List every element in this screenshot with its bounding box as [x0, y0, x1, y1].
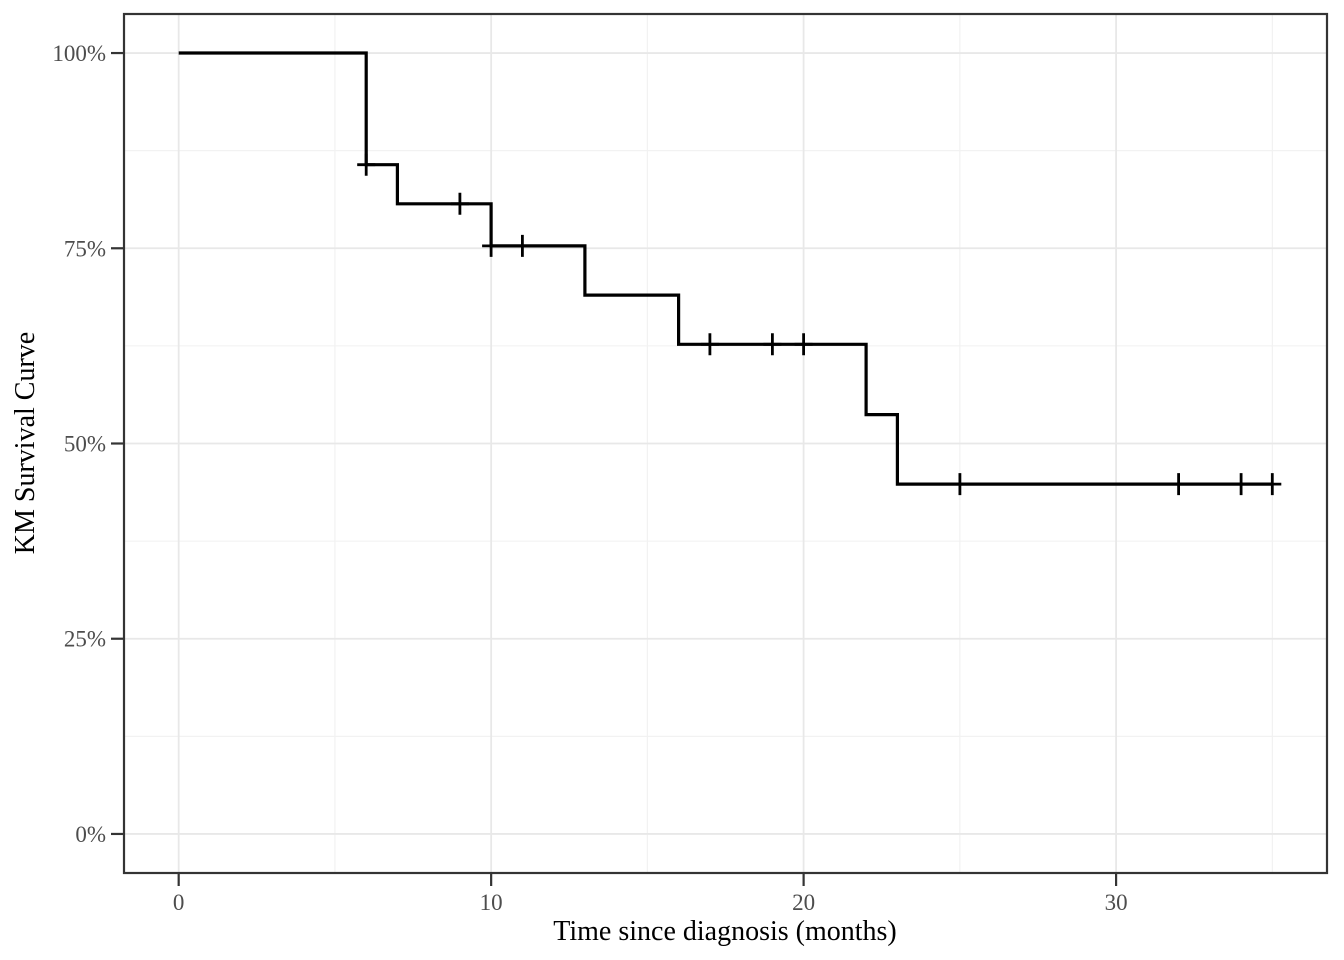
- x-tick-label: 30: [1105, 890, 1128, 915]
- survival-curve: [178, 51, 1273, 486]
- axis-tick-labels: 0 10 20 30 0% 25% 50% 75% 100%: [52, 41, 1127, 915]
- x-tick-label: 10: [480, 890, 503, 915]
- y-tick-label: 50%: [64, 432, 106, 457]
- x-tick-label: 20: [792, 890, 815, 915]
- censor-plus-mark: [1169, 473, 1188, 496]
- y-tick-label: 75%: [64, 236, 106, 261]
- censor-plus-mark: [1232, 473, 1251, 496]
- censor-plus-mark: [482, 234, 501, 257]
- censor-plus-mark: [950, 473, 969, 496]
- x-axis-title: Time since diagnosis (months): [553, 916, 897, 947]
- censor-plus-mark: [513, 234, 532, 257]
- censor-plus-mark: [700, 333, 719, 356]
- censor-plus-mark: [763, 333, 782, 356]
- x-tick-label: 0: [173, 890, 185, 915]
- y-tick-label: 0%: [75, 822, 106, 847]
- censor-plus-mark: [450, 192, 469, 215]
- censor-plus-mark: [794, 333, 813, 356]
- grid-major-lines: [124, 14, 1327, 873]
- axis-tick-marks: [111, 51, 1118, 886]
- y-tick-label: 100%: [52, 41, 106, 66]
- censor-plus-mark: [1263, 473, 1282, 496]
- censor-marks: [357, 153, 1282, 496]
- y-axis-title: KM Survival Curve: [10, 332, 41, 554]
- y-tick-label: 25%: [64, 627, 106, 652]
- censor-plus-mark: [357, 153, 376, 176]
